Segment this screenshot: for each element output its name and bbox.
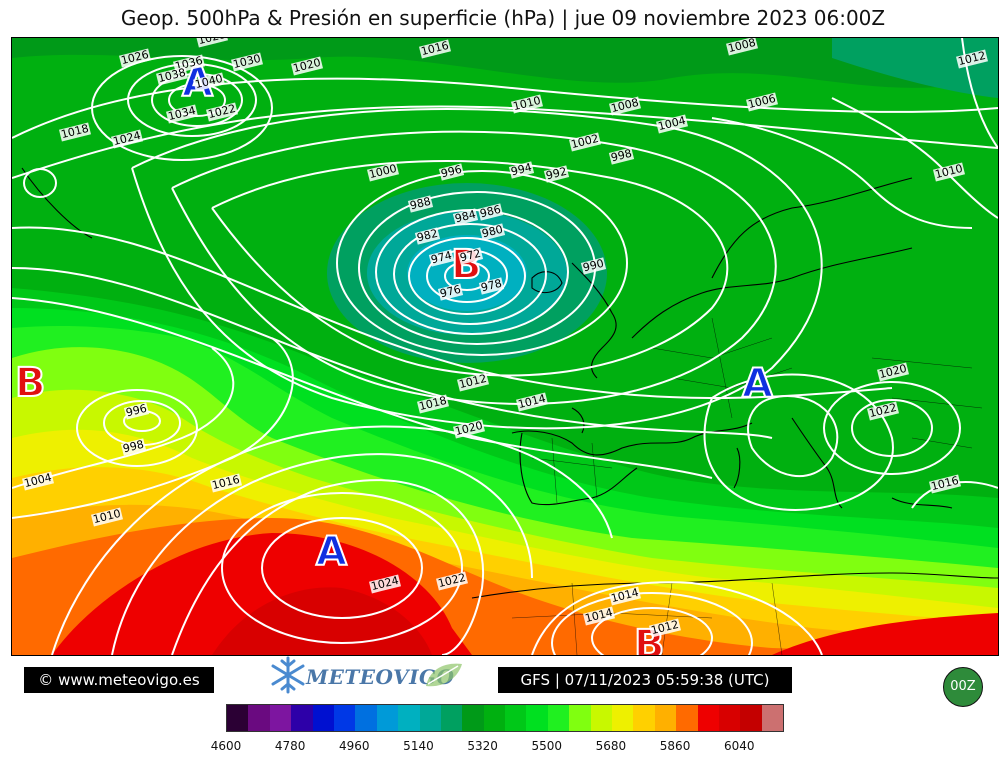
copyright-label: © www.meteovigo.es — [24, 667, 214, 693]
colorbar-tick-label: 5140 — [403, 739, 434, 753]
colorbar-swatch — [526, 705, 548, 731]
colorbar-swatch — [312, 705, 334, 731]
colorbar-tick-label: 5860 — [659, 739, 691, 753]
colorbar-swatch — [505, 705, 527, 731]
colorbar-swatch — [333, 705, 356, 731]
colorbar-tick-label: 5320 — [467, 739, 498, 753]
colorbar-swatch — [227, 705, 249, 731]
colorbar-swatch — [291, 705, 313, 731]
colorbar-swatch — [419, 705, 441, 731]
colorbar — [226, 704, 784, 732]
colorbar-tick-label: 5500 — [531, 739, 563, 753]
colorbar-swatch — [612, 705, 634, 731]
snowflake-icon — [271, 656, 305, 694]
colorbar-swatch — [398, 705, 420, 731]
colorbar-swatch — [440, 705, 463, 731]
colorbar-swatch — [654, 705, 677, 731]
colorbar-swatch — [740, 705, 762, 731]
pressure-center-low: B — [14, 359, 46, 407]
weather-map: A B B A A B 1026102810361038104010301020… — [11, 37, 999, 656]
colorbar-ticks: 4600 4780 4960 5140 5320 5500 5680 5860 6040 — [211, 739, 782, 755]
run-badge: 00Z — [943, 667, 983, 707]
meteovigo-logo: METEOVIGO — [268, 655, 468, 695]
colorbar-swatch — [547, 705, 570, 731]
pressure-center-high: A — [315, 528, 348, 576]
colorbar-swatch — [269, 705, 292, 731]
colorbar-swatch — [697, 705, 719, 731]
colorbar-swatch — [633, 705, 655, 731]
colorbar-swatch — [761, 705, 784, 731]
colorbar-swatch — [590, 705, 613, 731]
colorbar-tick-label: 5680 — [595, 739, 627, 753]
colorbar-tick-label: 4600 — [210, 739, 242, 753]
colorbar-swatch — [569, 705, 591, 731]
colorbar-tick-label: 6040 — [723, 739, 755, 753]
leaf-icon — [426, 663, 462, 687]
map-title: Geop. 500hPa & Presión en superficie (hP… — [120, 6, 886, 30]
colorbar-swatch — [676, 705, 698, 731]
colorbar-tick-label: 4780 — [274, 739, 306, 753]
colorbar-swatch — [376, 705, 399, 731]
map-canvas — [12, 38, 998, 655]
colorbar-swatch — [248, 705, 270, 731]
model-run-info: GFS | 07/11/2023 05:59:38 (UTC) — [498, 667, 792, 693]
colorbar-tick-label: 4960 — [339, 739, 370, 753]
colorbar-swatch — [462, 705, 484, 731]
pressure-center-high: A — [741, 360, 774, 408]
colorbar-swatch — [355, 705, 377, 731]
colorbar-swatch — [483, 705, 506, 731]
colorbar-swatch — [718, 705, 741, 731]
